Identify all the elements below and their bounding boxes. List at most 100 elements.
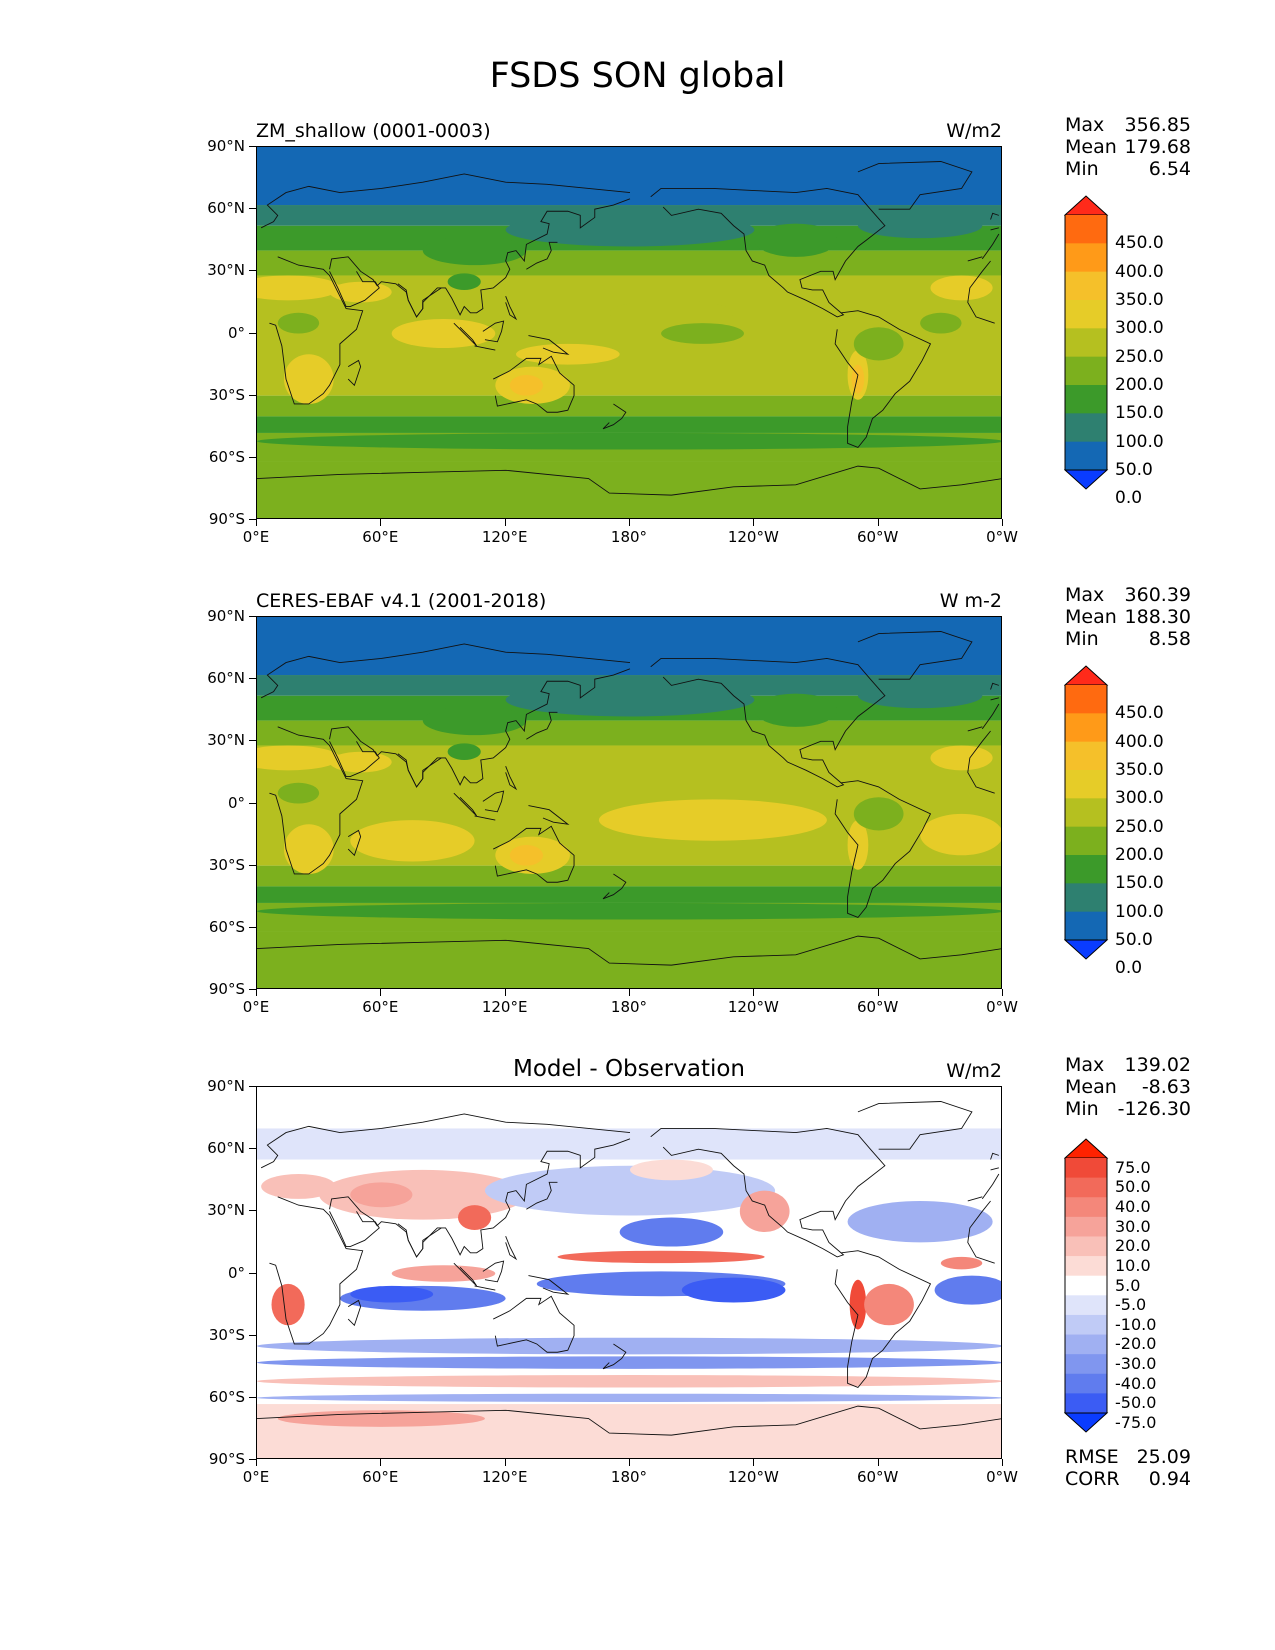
colorbar-diff [1064,1138,1109,1433]
stat-label-mean: Mean [1065,136,1117,158]
band-polar-north [257,617,1001,676]
colorbar-extend-min [1064,469,1109,490]
atlantic-storm-track [857,683,983,709]
colorbar-label: 100.0 [1115,901,1164,922]
coastline-uk [990,697,999,701]
coastline-uk [990,212,999,220]
colorbar-swatch [1065,243,1107,273]
stat-label-mean: Mean [1065,606,1117,628]
coastline-arabia [329,1211,380,1248]
subtropical-atlantic-negative [847,1200,993,1243]
coastline-northAmerica [650,657,886,788]
coastline-africa [269,1196,364,1345]
lon-tick-mark [877,1459,879,1466]
coastline-india [397,1223,442,1258]
equatorial-pacific-dim [661,323,744,344]
coastline-europeAsia [981,233,1000,260]
coastline-india [397,283,442,318]
coastline-greenland [857,1101,973,1150]
lat-tick-mark [249,146,256,147]
southwest-africa-positive [271,1283,305,1326]
band-midlat-south [257,886,1001,903]
lon-tick-mark [504,1459,506,1466]
lon-tick-label: 0°E [242,1468,270,1486]
lon-tick-label: 0°W [986,998,1018,1016]
colorbar-extend-max [1064,665,1109,686]
colorbar-label: 400.0 [1115,731,1164,752]
band-midlat-south [257,416,1001,433]
north-atlantic-bright [930,275,993,301]
lon-tick-mark [877,519,879,526]
colorbar-extend-max [1064,195,1109,216]
band-antarctic [257,931,1001,988]
lat-tick-label: 0° [227,323,245,342]
coastline-greenland [857,161,973,210]
panel-units: W/m2 [946,120,1002,142]
colorbar-extend-min [1064,1412,1109,1433]
lat-tick-label: 60°N [207,1139,245,1158]
central-asia-positive [350,1182,413,1208]
coastline-philippines [505,766,518,791]
lon-tick-label: 120°E [481,528,528,546]
south-africa-bright [283,354,334,404]
coastline-nz [602,873,627,900]
colorbar-label: -5.0 [1115,1295,1147,1315]
colorbar-swatch [1065,1295,1107,1316]
lon-tick-mark [629,519,630,526]
lat-tick-label: 90°N [207,1077,245,1095]
south-africa-bright [283,824,334,874]
coastline-australia [493,355,575,413]
lat-tick-label: 90°S [208,980,245,998]
coastline-africa [967,260,995,324]
colorbar-swatch [1065,1177,1107,1198]
colorbar-label: 350.0 [1115,290,1164,310]
lat-tick-label: 30°N [207,1201,245,1220]
colorbar-label: 50.0 [1115,1177,1151,1197]
coastline-nz [602,403,627,430]
lat-tick-mark [249,740,256,742]
coastline-europeAsia [981,1173,1000,1200]
band-polar-north [257,147,1001,206]
lat-tick-label: 30°S [208,385,245,404]
lon-tick-mark [877,989,879,996]
brazil-positive [864,1283,914,1326]
colorbar-label: 50.0 [1115,460,1153,480]
colorbar-label: -30.0 [1115,1353,1157,1373]
arabia-bright [329,751,392,773]
colorbar-label: 150.0 [1115,873,1164,894]
coastline-borneo [482,790,505,813]
lat-tick-mark [249,678,256,680]
lat-tick-mark [249,616,256,617]
lon-tick-mark [753,519,755,526]
colorbar-swatch [1065,215,1107,244]
lon-tick-label: 120°W [727,1468,779,1486]
lon-tick-label: 60°E [362,998,399,1016]
colorbar-swatch [1065,441,1107,471]
colorbar-swatch [1065,356,1107,386]
circumpolar-negative [257,1393,1001,1402]
lat-tick-label: 90°N [207,137,245,155]
stat-min: -126.30 [1117,1098,1191,1120]
coastlines [257,1101,1001,1436]
colorbar-swatch [1065,1334,1107,1355]
coastline-europeAsia [260,643,631,699]
atlantic-itcz-dim [920,312,962,334]
coastline-nz [602,1343,627,1370]
stat-max: 356.85 [1124,114,1191,136]
coastline-africa [967,726,983,732]
indian-ocean-bright [350,820,475,862]
colorbar-swatch [1065,883,1107,913]
colorbar-swatch [1065,826,1107,856]
colorbar-swatch [1065,1197,1107,1218]
map-plot [256,146,1002,519]
panel-title: Model - Observation [512,1056,746,1082]
colorbar-label: 200.0 [1115,845,1164,865]
andes-peak [851,364,865,394]
coastline-australia [493,1295,575,1353]
lat-tick-label: 90°S [208,1450,245,1468]
lon-tick-mark [256,989,257,996]
lat-tick-label: 30°N [207,731,245,750]
panel-title: CERES-EBAF v4.1 (2001-2018) [256,590,547,612]
lat-tick-mark [249,332,256,334]
colorbar-extend-min [1064,939,1109,960]
